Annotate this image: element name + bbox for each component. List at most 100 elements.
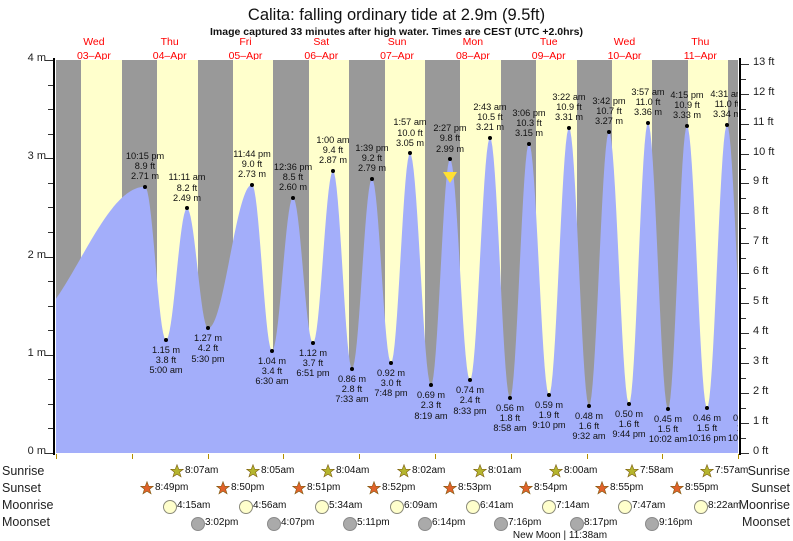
day-of-week: Thu [160, 36, 179, 48]
axis-tick [48, 207, 53, 209]
tide-label-line: 0.50 m [614, 408, 644, 419]
low-tide-dot [350, 366, 354, 371]
row-label-moonset-left: Moonset [2, 515, 50, 529]
axis-tick [741, 453, 749, 454]
tide-label-line: 3.21 m [475, 122, 505, 133]
day-separator-tick [56, 454, 57, 459]
tide-label-line: 8:33 pm [453, 405, 487, 416]
day-date: 03–Apr [76, 50, 111, 62]
low-tide-dot [311, 340, 315, 345]
axis-tick-label: 3 m [27, 150, 46, 163]
tide-label-line: 9:32 am [572, 431, 606, 442]
high-tide-label: 3:57 am 11.0 ft 3.36 m [614, 87, 682, 118]
axis-tick [45, 60, 53, 61]
moonrise-time: 6:41am [480, 500, 514, 511]
axis-tick [741, 78, 746, 80]
sunset-time: 8:53pm [458, 482, 492, 493]
tide-label-line: 2.60 m [278, 181, 308, 192]
moon-disc-icon [618, 500, 632, 514]
day-of-week: Wed [83, 36, 105, 48]
tide-label-line: 2:27 pm [433, 123, 467, 134]
tide-label-line: 0.74 m [455, 385, 485, 396]
day-separator-tick [738, 454, 740, 459]
tide-label-line: 3.7 ft [302, 358, 324, 369]
row-label-moonrise-right: Moonrise [738, 498, 790, 512]
axis-tick [741, 318, 746, 320]
axis-tick [741, 333, 749, 335]
axis-tick [741, 213, 749, 215]
tide-label-line: 9.4 ft [322, 145, 344, 156]
low-tide-label: 0.86 m 2.8 ft 7:33 am [318, 374, 386, 405]
high-tide-label: 1:57 am 10.0 ft 3.05 m [376, 117, 444, 148]
axis-tick [741, 183, 749, 185]
axis-tick-label: 10 ft [753, 145, 775, 158]
axis-tick-label: 0 ft [753, 445, 769, 457]
tide-label-line: 4:31 am [710, 88, 738, 99]
low-tide-dot [587, 403, 591, 408]
low-tide-label: 1.15 m 3.8 ft 5:00 am [132, 345, 200, 376]
moon-disc-icon [239, 500, 253, 514]
axis-tick-label: 0 m [27, 445, 46, 457]
moon-disc-icon [494, 517, 508, 531]
axis-tick-label: 1 m [27, 346, 46, 359]
high-tide-dot [408, 151, 412, 156]
tide-label-line: 3.15 m [514, 127, 544, 138]
axis-tick [741, 438, 746, 440]
tide-label-line: 2.49 m [172, 192, 202, 203]
low-tide-label: 1.12 m 3.7 ft 6:51 pm [279, 348, 347, 379]
tide-label-line: 7:33 am [335, 393, 369, 404]
tide-label-line: 5:30 pm [191, 353, 225, 364]
low-tide-label: 0.56 m 1.8 ft 8:58 am [476, 403, 544, 434]
moon-disc-icon [191, 517, 205, 531]
tide-label-line: 0.45 m [653, 413, 683, 424]
axis-tick [741, 243, 749, 245]
tide-chart-plot: 10:15 pm 8.9 ft 2.71 m 11:11 am 8.2 ft 2.49 m… [56, 60, 738, 453]
star-icon [443, 481, 457, 495]
axis-tick-label: 7 ft [753, 235, 769, 248]
tide-label-line: 11:11 am [168, 172, 206, 183]
tide-label-line: 1.15 m [151, 345, 181, 355]
tide-label-line: 11.0 ft [714, 99, 738, 110]
tide-label-line: 2.99 m [435, 143, 465, 154]
low-tide-label: 1.27 m 4.2 ft 5:30 pm [174, 333, 242, 364]
tide-label-line: 1.5 ft [657, 423, 679, 434]
day-separator-tick [510, 454, 512, 459]
high-tide-label: 3:42 pm 10.7 ft 3.27 m [575, 96, 643, 127]
tide-label-line: 1:00 am [316, 135, 350, 146]
moonrise-time: 7:47am [632, 500, 666, 511]
tide-label-line: 10.3 ft [516, 117, 542, 128]
tide-label-line: 0.46 m [732, 412, 738, 423]
tide-label-line: 10.9 ft [556, 101, 582, 112]
axis-tick-label: 2 ft [753, 385, 769, 398]
tide-label-line: 6:51 pm [296, 368, 330, 379]
high-tide-dot [646, 120, 650, 125]
axis-tick [48, 133, 53, 135]
tide-label-line: 3.34 m [712, 109, 738, 120]
high-tide-dot [185, 206, 189, 211]
axis-tick [48, 231, 53, 233]
star-icon [670, 481, 684, 495]
low-tide-dot [164, 338, 168, 342]
moonrise-time: 4:56am [253, 500, 287, 511]
axis-tick [48, 305, 53, 307]
star-icon [473, 464, 487, 478]
day-of-week: Tue [539, 36, 558, 48]
high-tide-label: 3:06 pm 10.3 ft 3.15 m [495, 108, 563, 139]
moonset-time: 3:02pm [205, 517, 239, 528]
sunrise-time: 8:01am [488, 465, 522, 476]
tide-label-line: 1.04 m [257, 355, 287, 366]
low-tide-dot [666, 406, 670, 411]
tide-label-line: 6:30 am [255, 376, 289, 387]
axis-tick-label: 6 ft [753, 265, 769, 278]
axis-tick [741, 423, 749, 425]
row-label-sunrise-right: Sunrise [747, 464, 790, 478]
tide-label-line: 1:39 pm [355, 142, 389, 153]
low-tide-label: 0.59 m 1.9 ft 9:10 pm [515, 400, 583, 431]
axis-tick [45, 453, 53, 454]
star-icon [170, 464, 184, 478]
axis-tick [45, 256, 53, 258]
tide-label-line: 2.4 ft [459, 395, 481, 406]
axis-tick [741, 138, 746, 140]
axis-tick [741, 393, 749, 395]
